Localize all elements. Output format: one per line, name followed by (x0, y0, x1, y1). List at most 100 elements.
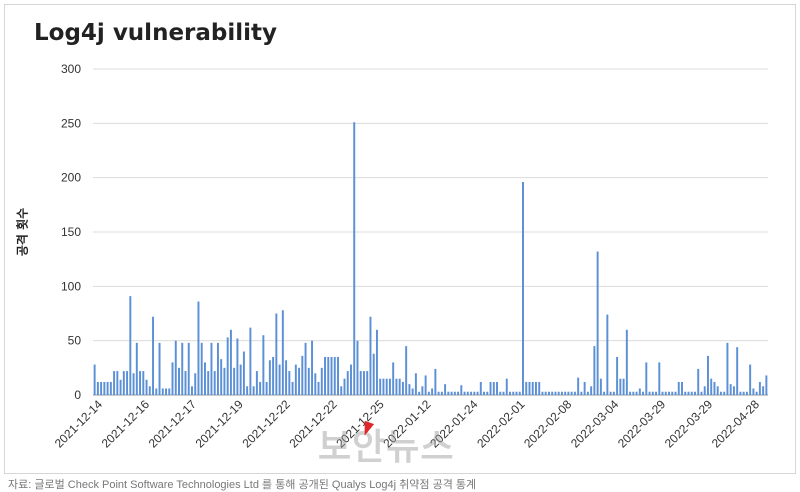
bar (93, 364, 96, 395)
bar (194, 373, 197, 395)
bar (625, 329, 628, 395)
bar (512, 391, 515, 395)
bar (629, 391, 632, 395)
bar (259, 381, 262, 395)
bar (375, 329, 378, 395)
bar (703, 386, 706, 395)
chart-title: Log4j vulnerability (34, 20, 278, 46)
bar (171, 362, 174, 395)
bar (609, 391, 612, 395)
bar (710, 378, 713, 395)
bar (181, 342, 184, 395)
bar (353, 122, 356, 395)
bar (444, 384, 447, 395)
bar (252, 386, 255, 395)
bar (671, 391, 674, 395)
bar (632, 391, 635, 395)
bar (567, 391, 570, 395)
bar (749, 364, 752, 395)
bar (700, 391, 703, 395)
bar (655, 391, 658, 395)
bar (502, 391, 505, 395)
bar (661, 391, 664, 395)
bar (554, 391, 557, 395)
bar (320, 367, 323, 395)
bar (236, 338, 239, 395)
x-tick-label: 2021-12-14 (52, 397, 106, 451)
bar (522, 182, 524, 395)
bar (765, 375, 768, 395)
bar (96, 381, 99, 395)
bar (272, 356, 275, 395)
bar (593, 346, 596, 395)
bar (577, 377, 580, 395)
bar (492, 381, 495, 395)
bar (664, 391, 667, 395)
bar (564, 391, 567, 395)
bar (395, 378, 398, 395)
bar (541, 391, 544, 395)
bar (515, 391, 518, 395)
bar (616, 356, 619, 395)
bar (106, 381, 109, 395)
bar (645, 362, 648, 395)
bar (642, 391, 645, 395)
bar (333, 356, 336, 395)
bar (590, 386, 593, 395)
bar (135, 342, 138, 395)
bar (697, 368, 700, 395)
bar (489, 381, 492, 395)
bar (311, 340, 314, 395)
bar (729, 384, 732, 395)
x-tick-label: 2022-03-29 (662, 397, 716, 451)
bar (742, 391, 745, 395)
bar (327, 356, 330, 395)
bar (752, 388, 755, 395)
bar (291, 381, 294, 395)
bar (100, 381, 103, 395)
bar (275, 313, 278, 395)
bar (414, 373, 417, 395)
bar (385, 378, 388, 395)
bar (174, 340, 177, 395)
bar (382, 378, 385, 395)
bar (762, 386, 765, 395)
bar (580, 391, 583, 395)
bar (220, 359, 223, 395)
bar (158, 342, 161, 395)
bar (622, 378, 625, 395)
bar (411, 388, 414, 395)
bar (265, 381, 268, 395)
bar (239, 364, 242, 395)
bar (392, 362, 395, 395)
bar (337, 356, 339, 395)
bar (505, 378, 508, 395)
bar (453, 391, 456, 395)
bar (307, 367, 310, 395)
bar (148, 386, 151, 395)
bar (379, 378, 382, 395)
bar (528, 381, 531, 395)
bar (356, 340, 359, 395)
bar (242, 351, 245, 395)
bar (658, 362, 661, 395)
bar (184, 371, 187, 395)
bar (165, 388, 167, 395)
bar (457, 391, 460, 395)
bar (544, 391, 547, 395)
x-tick-label: 2021-12-22 (240, 397, 294, 451)
bar (719, 391, 722, 395)
bar (547, 391, 550, 395)
bar (473, 391, 476, 395)
bar (674, 391, 677, 395)
bar (648, 391, 651, 395)
bar (534, 381, 537, 395)
bar (229, 329, 232, 395)
bar (363, 371, 365, 395)
bar (573, 391, 576, 395)
x-tick-label: 2021-12-19 (193, 397, 247, 451)
y-tick-label: 100 (61, 279, 81, 293)
bar (168, 388, 171, 395)
bar (619, 378, 622, 395)
bar (551, 391, 554, 395)
